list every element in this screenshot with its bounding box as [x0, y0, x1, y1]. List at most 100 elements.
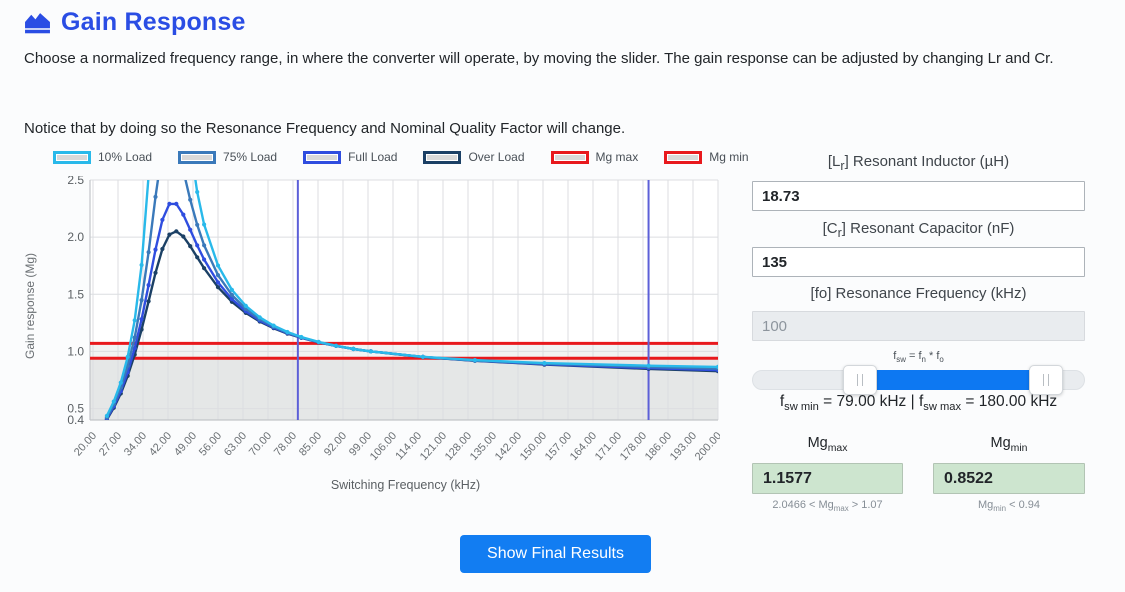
x-tick-label: 157.00: [543, 430, 574, 463]
x-tick-label: 164.00: [568, 430, 599, 463]
series-point: [420, 354, 425, 359]
series-point: [351, 346, 356, 351]
series-point: [215, 285, 221, 290]
series-point: [334, 343, 339, 348]
show-final-results-button[interactable]: Show Final Results: [460, 535, 651, 573]
series-point: [118, 380, 123, 385]
x-tick-label: 106.00: [368, 430, 399, 463]
series-point: [195, 255, 200, 260]
legend-item-full-load[interactable]: Full Load: [303, 150, 397, 164]
x-tick-label: 92.00: [322, 430, 349, 458]
frequency-range-slider[interactable]: [752, 365, 1085, 395]
series-point: [104, 413, 109, 418]
legend-label: 10% Load: [98, 150, 153, 164]
x-tick-label: 121.00: [418, 430, 449, 463]
x-tick-label: 85.00: [297, 430, 324, 458]
series-point: [167, 232, 172, 237]
x-tick-label: 200.00: [693, 430, 720, 463]
x-tick-label: 63.00: [222, 430, 249, 458]
y-tick-label: 1.0: [67, 344, 84, 358]
fsw-min-max-readout: fsw min = 79.00 kHz | fsw max = 180.00 k…: [779, 393, 1058, 414]
series-point: [146, 283, 151, 288]
series-point: [147, 176, 151, 178]
y-tick-label: 1.5: [67, 287, 84, 301]
legend-label: Over Load: [468, 150, 525, 164]
y-tick-label: 0.4: [67, 413, 84, 427]
series-point: [202, 222, 207, 227]
mgmax-caption: 2.0466 < Mgmax > 1.07: [772, 498, 883, 514]
series-point: [542, 361, 547, 366]
y-axis-title: Gain response (Mg): [23, 253, 37, 359]
series-point: [195, 243, 200, 248]
series-point: [132, 318, 137, 323]
series-point: [316, 339, 321, 344]
series-point: [132, 346, 137, 351]
series-point: [271, 323, 276, 328]
legend-label: Full Load: [348, 150, 398, 164]
series-point: [132, 335, 137, 340]
series-point: [188, 197, 193, 202]
converter-controls-panel: [Lr] Resonant Inductor (µH) [Cr] Resonan…: [752, 153, 1085, 523]
x-tick-label: 34.00: [122, 430, 149, 458]
series-point: [715, 364, 718, 369]
gain-response-chart: 2.5 2.0 1.5 1.0 0.50.4 Gain response (Mg) 20.0…: [23, 176, 720, 463]
series-point: [111, 399, 116, 404]
series-point: [202, 257, 207, 262]
series-point: [139, 317, 144, 322]
x-tick-label: 178.00: [618, 430, 649, 463]
resonant-capacitor-input[interactable]: [752, 247, 1085, 277]
resonance-frequency-input: [752, 311, 1085, 341]
slider-handle-max[interactable]: [1028, 365, 1063, 395]
mgmax-label: Mgmax: [807, 435, 848, 454]
area-chart-icon: [25, 12, 50, 33]
y-tick-label: 2.5: [67, 176, 84, 187]
series-point: [215, 273, 221, 278]
series-point: [153, 194, 158, 199]
mgmin-block: Mgmin 0.8522 Mgmin < 0.94: [933, 435, 1085, 513]
mgmin-value: 0.8522: [933, 462, 1085, 494]
legend-item-75-load[interactable]: 75% Load: [178, 150, 277, 164]
series-point: [229, 292, 234, 298]
x-axis-title: Switching Frequency (kHz): [330, 478, 481, 492]
legend-swatch: [178, 150, 217, 164]
x-tick-label: 27.00: [97, 430, 124, 458]
legend-item-over-load[interactable]: Over Load: [423, 150, 525, 164]
series-point: [285, 329, 290, 335]
x-tick-label: 193.00: [668, 430, 699, 463]
series-point: [174, 201, 179, 206]
resonant-inductor-input[interactable]: [752, 181, 1085, 211]
legend-item-mg-max[interactable]: Mg max: [550, 150, 638, 164]
mgmax-value: 1.1577: [752, 462, 903, 494]
resonant-capacitor-label: [Cr] Resonant Capacitor (nF): [822, 220, 1015, 240]
series-point: [188, 244, 193, 249]
series-point: [195, 222, 200, 227]
series-point: [472, 358, 477, 363]
x-tick-label: 42.00: [147, 430, 174, 458]
series-point: [153, 270, 158, 275]
series-point: [160, 246, 165, 252]
series-point: [160, 217, 165, 222]
slider-handle-min[interactable]: [843, 365, 878, 395]
series-point: [153, 247, 158, 252]
legend-swatch: [53, 150, 91, 164]
slider-selected-range: [860, 370, 1046, 390]
legend-swatch: [550, 150, 589, 164]
series-point: [146, 250, 151, 255]
x-tick-label: 56.00: [197, 430, 224, 458]
y-tick-label: 2.0: [67, 230, 84, 244]
legend-item-mg-min[interactable]: Mg min: [664, 150, 749, 164]
y-tick-label: 0.5: [67, 402, 84, 416]
x-tick-label: 150.00: [518, 430, 549, 463]
resonant-inductor-label: [Lr] Resonant Inductor (µH): [827, 153, 1010, 173]
mgmin-label: Mgmin: [990, 435, 1028, 454]
description-line-2: Notice that by doing so the Resonance Fr…: [24, 120, 626, 137]
series-point: [229, 297, 234, 302]
series-point: [368, 349, 373, 354]
series-point: [125, 354, 130, 359]
series-point: [215, 280, 221, 285]
series-point: [167, 201, 172, 206]
x-tick-label: 171.00: [593, 430, 624, 463]
series-point: [202, 266, 207, 271]
legend-item-10-load[interactable]: 10% Load: [53, 150, 152, 164]
page-title: Gain Response: [61, 8, 246, 36]
